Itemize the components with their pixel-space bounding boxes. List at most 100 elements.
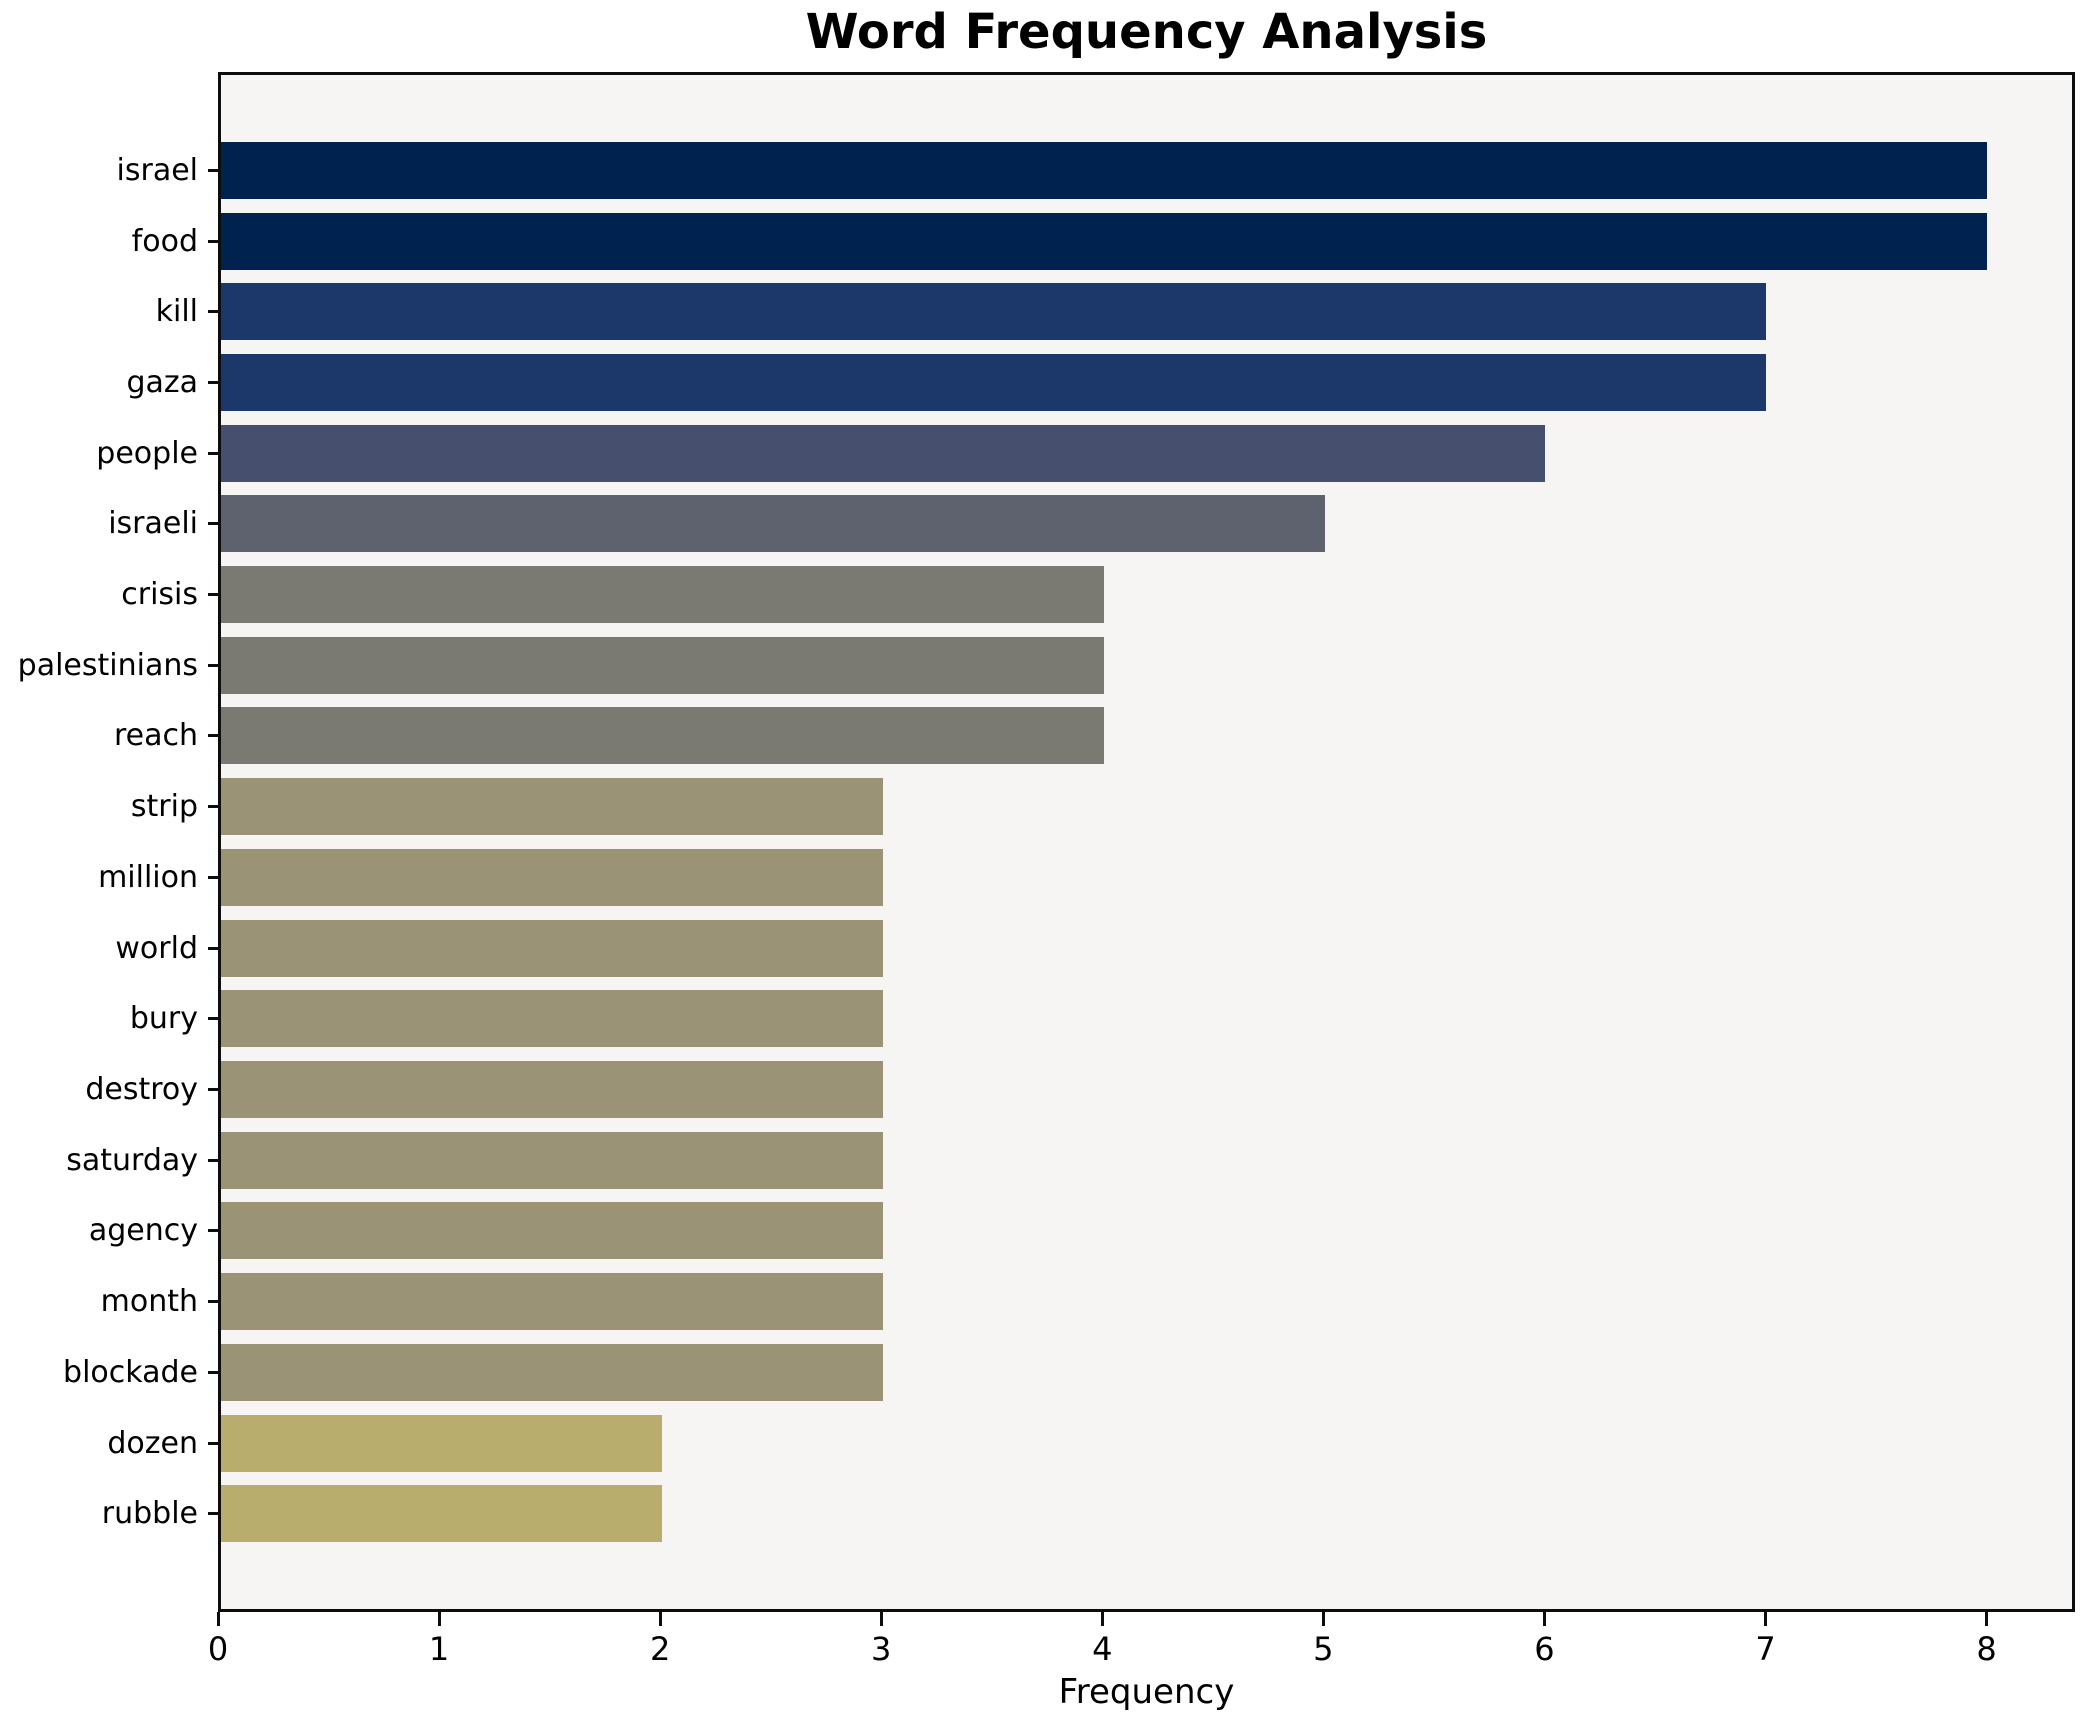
bar-zone (218, 913, 2075, 984)
y-tick-mark (208, 1441, 218, 1445)
bar-row: kill (0, 276, 2075, 347)
y-axis-label: crisis (121, 577, 198, 613)
y-label-cell: crisis (0, 559, 218, 630)
bar-row: food (0, 206, 2075, 277)
y-axis-label: rubble (101, 1496, 198, 1532)
bar-row: israeli (0, 489, 2075, 560)
y-tick-mark (208, 168, 218, 172)
y-tick-mark (208, 1370, 218, 1374)
y-label-cell: israeli (0, 489, 218, 560)
bar-food (221, 212, 1987, 270)
y-label-cell: million (0, 842, 218, 913)
bar-row: palestinians (0, 630, 2075, 701)
bar-row: bury (0, 983, 2075, 1054)
bar-row: dozen (0, 1408, 2075, 1479)
bar-row: people (0, 418, 2075, 489)
x-tick-mark (1542, 1612, 1546, 1626)
bar-zone (218, 418, 2075, 489)
y-tick-mark (208, 522, 218, 526)
x-tick-mark (658, 1612, 662, 1626)
y-label-cell: dozen (0, 1408, 218, 1479)
y-label-cell: palestinians (0, 630, 218, 701)
y-axis-label: israeli (108, 506, 198, 542)
y-label-cell: agency (0, 1196, 218, 1267)
x-tick-label: 8 (1976, 1630, 1997, 1668)
y-tick-mark (208, 310, 218, 314)
x-tick-label: 1 (428, 1630, 450, 1668)
y-axis-label: destroy (85, 1071, 198, 1107)
bar-dozen (221, 1414, 663, 1472)
y-axis-label: world (115, 930, 198, 966)
x-tick-mark (1764, 1612, 1767, 1626)
y-tick-mark (208, 805, 218, 809)
bar-zone (218, 1125, 2075, 1196)
x-tick-label: 6 (1534, 1630, 1555, 1668)
y-axis-label: million (98, 859, 198, 895)
bar-zone (218, 842, 2075, 913)
bar-zone (218, 1196, 2075, 1267)
bar-destroy (221, 1060, 884, 1118)
bar-row: blockade (0, 1337, 2075, 1408)
bar-rubble (221, 1485, 663, 1543)
y-label-cell: reach (0, 701, 218, 772)
y-label-cell: bury (0, 983, 218, 1054)
y-axis-label: saturday (66, 1142, 198, 1178)
bar-crisis (221, 566, 1104, 624)
bar-row: rubble (0, 1478, 2075, 1549)
x-tick-mark (437, 1612, 441, 1626)
bar-month (221, 1273, 884, 1331)
y-label-cell: food (0, 206, 218, 277)
y-tick-mark (208, 1229, 218, 1233)
y-label-cell: destroy (0, 1054, 218, 1125)
bar-strip (221, 778, 884, 836)
x-tick-mark (1100, 1612, 1104, 1626)
bar-palestinians (221, 636, 1104, 694)
y-label-cell: world (0, 913, 218, 984)
y-label-cell: month (0, 1266, 218, 1337)
x-tick-label: 0 (207, 1630, 229, 1668)
bar-zone (218, 347, 2075, 418)
y-tick-mark (208, 1300, 218, 1304)
bar-zone (218, 1337, 2075, 1408)
bar-zone (218, 135, 2075, 206)
y-axis-label: strip (130, 789, 198, 825)
bar-agency (221, 1202, 884, 1260)
x-tick-label: 3 (871, 1630, 892, 1668)
bar-kill (221, 283, 1766, 341)
y-axis-label: people (96, 435, 198, 471)
bar-row: strip (0, 771, 2075, 842)
bar-rows-container: israel food kill gaza people israeli crisis pal… (0, 72, 2075, 1612)
y-tick-mark (208, 239, 218, 243)
bar-zone (218, 1408, 2075, 1479)
y-axis-label: month (100, 1284, 198, 1320)
y-tick-mark (208, 875, 218, 879)
y-axis-label: dozen (107, 1425, 198, 1461)
x-tick-label: 7 (1755, 1630, 1776, 1668)
bar-reach (221, 707, 1104, 765)
bar-zone (218, 276, 2075, 347)
x-tick-mark (1321, 1612, 1325, 1626)
bar-zone (218, 771, 2075, 842)
bar-row: agency (0, 1196, 2075, 1267)
bar-zone (218, 1266, 2075, 1337)
bar-gaza (221, 353, 1766, 411)
y-axis-label: bury (129, 1001, 198, 1037)
bar-zone (218, 983, 2075, 1054)
y-tick-mark (208, 663, 218, 667)
bar-blockade (221, 1343, 884, 1401)
y-label-cell: saturday (0, 1125, 218, 1196)
bar-row: gaza (0, 347, 2075, 418)
y-tick-mark (208, 1512, 218, 1516)
x-axis-label: Frequency (1058, 1672, 1235, 1712)
x-tick-label: 2 (649, 1630, 671, 1668)
x-tick-mark (216, 1612, 220, 1626)
bar-zone (218, 559, 2075, 630)
bar-zone (218, 630, 2075, 701)
y-tick-mark (208, 946, 218, 950)
y-tick-mark (208, 380, 218, 384)
bar-saturday (221, 1131, 884, 1189)
y-axis-label: gaza (126, 364, 198, 400)
bar-row: reach (0, 701, 2075, 772)
bar-zone (218, 1054, 2075, 1125)
bar-row: saturday (0, 1125, 2075, 1196)
